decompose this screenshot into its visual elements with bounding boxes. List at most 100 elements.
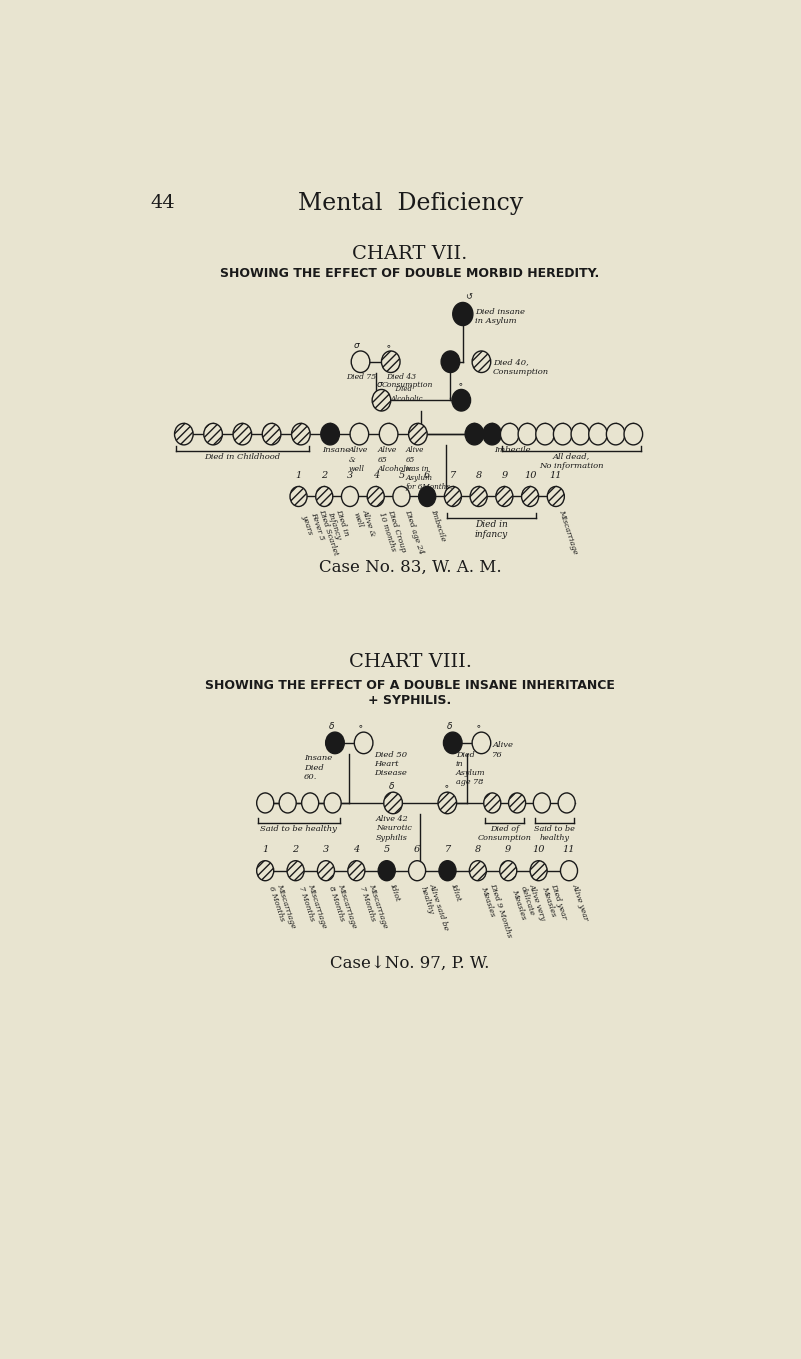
Ellipse shape bbox=[381, 351, 400, 372]
Ellipse shape bbox=[351, 351, 370, 372]
Ellipse shape bbox=[441, 351, 460, 372]
Ellipse shape bbox=[393, 487, 410, 507]
Text: Died of
Consumption: Died of Consumption bbox=[477, 825, 532, 841]
Ellipse shape bbox=[203, 424, 223, 444]
Text: 10: 10 bbox=[533, 845, 545, 855]
Text: Case↓No. 97, P. W.: Case↓No. 97, P. W. bbox=[331, 954, 490, 972]
Text: Idiot: Idiot bbox=[449, 882, 462, 902]
Text: Mental  Deficiency: Mental Deficiency bbox=[297, 192, 523, 215]
Ellipse shape bbox=[624, 424, 642, 444]
Text: 1: 1 bbox=[296, 472, 302, 480]
Text: $\delta$: $\delta$ bbox=[388, 780, 395, 791]
Text: $\circ$: $\circ$ bbox=[384, 341, 391, 351]
Text: Died 43: Died 43 bbox=[386, 374, 417, 382]
Ellipse shape bbox=[561, 860, 578, 881]
Text: Miscarriage
7 Months: Miscarriage 7 Months bbox=[358, 882, 388, 932]
Text: 2: 2 bbox=[321, 472, 328, 480]
Text: Miscarriage
7 Months: Miscarriage 7 Months bbox=[297, 882, 328, 932]
Ellipse shape bbox=[372, 390, 391, 410]
Text: 5: 5 bbox=[398, 472, 405, 480]
Ellipse shape bbox=[558, 792, 575, 813]
Text: $\circ$: $\circ$ bbox=[475, 722, 481, 731]
Ellipse shape bbox=[292, 424, 310, 444]
Ellipse shape bbox=[530, 860, 547, 881]
Text: Alive
76: Alive 76 bbox=[493, 742, 513, 758]
Ellipse shape bbox=[380, 424, 398, 444]
Ellipse shape bbox=[547, 487, 565, 507]
Text: Miscarriage
6 Months: Miscarriage 6 Months bbox=[267, 882, 297, 932]
Ellipse shape bbox=[438, 792, 457, 814]
Text: 2: 2 bbox=[292, 845, 299, 855]
Text: Died
in
Asylum
age 78: Died in Asylum age 78 bbox=[456, 750, 485, 787]
Ellipse shape bbox=[256, 792, 274, 813]
Ellipse shape bbox=[553, 424, 572, 444]
Text: Died age 24: Died age 24 bbox=[403, 508, 425, 554]
Text: Miscarriage
8 Months: Miscarriage 8 Months bbox=[328, 882, 358, 932]
Ellipse shape bbox=[445, 487, 461, 507]
Text: All dead,
No information: All dead, No information bbox=[539, 453, 604, 470]
Ellipse shape bbox=[378, 860, 395, 881]
Text: 3: 3 bbox=[347, 472, 353, 480]
Text: 4: 4 bbox=[372, 472, 379, 480]
Text: Died in
Infancy: Died in Infancy bbox=[326, 508, 351, 541]
Ellipse shape bbox=[409, 424, 427, 444]
Text: Died Croup
10 months: Died Croup 10 months bbox=[377, 508, 407, 556]
Text: 1: 1 bbox=[262, 845, 268, 855]
Ellipse shape bbox=[350, 424, 368, 444]
Text: Died Scarlet
Fever 5
years: Died Scarlet Fever 5 years bbox=[300, 508, 340, 563]
Ellipse shape bbox=[354, 733, 373, 754]
Text: 9: 9 bbox=[501, 472, 508, 480]
Ellipse shape bbox=[302, 792, 319, 813]
Text: Died in
infancy: Died in infancy bbox=[475, 519, 508, 540]
Text: + SYPHILIS.: + SYPHILIS. bbox=[368, 694, 452, 707]
Ellipse shape bbox=[472, 733, 491, 754]
Text: $\circ$: $\circ$ bbox=[443, 781, 449, 791]
Ellipse shape bbox=[472, 351, 491, 372]
Text: Alive
65
was in
Asylum
for 6Months.: Alive 65 was in Asylum for 6Months. bbox=[405, 447, 453, 491]
Ellipse shape bbox=[521, 487, 538, 507]
Ellipse shape bbox=[453, 303, 473, 326]
Ellipse shape bbox=[469, 860, 486, 881]
Ellipse shape bbox=[496, 487, 513, 507]
Text: $\sigma$: $\sigma$ bbox=[353, 341, 361, 351]
Text: Died insane: Died insane bbox=[475, 308, 525, 315]
Text: 44: 44 bbox=[151, 194, 175, 212]
Text: 11: 11 bbox=[549, 472, 562, 480]
Ellipse shape bbox=[367, 487, 384, 507]
Text: 7: 7 bbox=[450, 472, 456, 480]
Ellipse shape bbox=[324, 792, 341, 813]
Ellipse shape bbox=[321, 424, 340, 444]
Text: Died 50
Heart
Disease: Died 50 Heart Disease bbox=[375, 750, 408, 777]
Text: 5: 5 bbox=[384, 845, 390, 855]
Ellipse shape bbox=[589, 424, 607, 444]
Text: Consumption: Consumption bbox=[381, 381, 433, 389]
Text: Consumption: Consumption bbox=[493, 368, 549, 376]
Text: $\sigma$: $\sigma$ bbox=[376, 379, 384, 389]
Text: Died year
Measles: Died year Measles bbox=[540, 882, 568, 923]
Text: $\delta$: $\delta$ bbox=[446, 719, 453, 731]
Text: Died
Alcoholic: Died Alcoholic bbox=[391, 386, 423, 402]
Ellipse shape bbox=[326, 733, 344, 754]
Ellipse shape bbox=[280, 792, 296, 813]
Text: 4: 4 bbox=[353, 845, 360, 855]
Ellipse shape bbox=[316, 487, 332, 507]
Ellipse shape bbox=[500, 860, 517, 881]
Ellipse shape bbox=[175, 424, 193, 444]
Text: 6: 6 bbox=[414, 845, 421, 855]
Ellipse shape bbox=[483, 424, 501, 444]
Ellipse shape bbox=[233, 424, 252, 444]
Text: Insane: Insane bbox=[322, 447, 351, 454]
Ellipse shape bbox=[465, 424, 484, 444]
Text: 9: 9 bbox=[505, 845, 511, 855]
Ellipse shape bbox=[470, 487, 487, 507]
Text: $\delta$: $\delta$ bbox=[328, 719, 336, 731]
Text: Alive said be
healthy: Alive said be healthy bbox=[419, 882, 450, 934]
Text: in Asylum: in Asylum bbox=[475, 317, 517, 325]
Ellipse shape bbox=[571, 424, 590, 444]
Text: 8: 8 bbox=[476, 472, 481, 480]
Text: 3: 3 bbox=[323, 845, 329, 855]
Ellipse shape bbox=[439, 860, 456, 881]
Ellipse shape bbox=[536, 424, 554, 444]
Text: SHOWING THE EFFECT OF DOUBLE MORBID HEREDITY.: SHOWING THE EFFECT OF DOUBLE MORBID HERE… bbox=[220, 268, 600, 280]
Text: 10: 10 bbox=[524, 472, 537, 480]
